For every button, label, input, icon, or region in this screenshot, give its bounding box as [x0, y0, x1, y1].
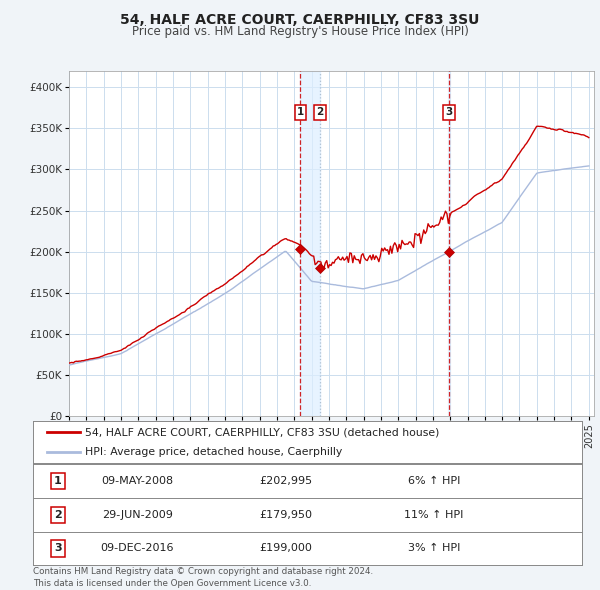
Text: 2: 2 [316, 107, 323, 117]
Text: 1: 1 [297, 107, 304, 117]
Text: 1: 1 [54, 476, 62, 486]
Text: 54, HALF ACRE COURT, CAERPHILLY, CF83 3SU: 54, HALF ACRE COURT, CAERPHILLY, CF83 3S… [121, 13, 479, 27]
Text: 3: 3 [54, 543, 62, 553]
Text: £179,950: £179,950 [259, 510, 312, 520]
Text: This data is licensed under the Open Government Licence v3.0.: This data is licensed under the Open Gov… [33, 579, 311, 588]
Text: Contains HM Land Registry data © Crown copyright and database right 2024.: Contains HM Land Registry data © Crown c… [33, 567, 373, 576]
Text: 3% ↑ HPI: 3% ↑ HPI [407, 543, 460, 553]
Text: 54, HALF ACRE COURT, CAERPHILLY, CF83 3SU (detached house): 54, HALF ACRE COURT, CAERPHILLY, CF83 3S… [85, 427, 440, 437]
Text: 29-JUN-2009: 29-JUN-2009 [102, 510, 173, 520]
Text: HPI: Average price, detached house, Caerphilly: HPI: Average price, detached house, Caer… [85, 447, 343, 457]
Text: 3: 3 [446, 107, 453, 117]
Text: 09-DEC-2016: 09-DEC-2016 [101, 543, 174, 553]
Text: 11% ↑ HPI: 11% ↑ HPI [404, 510, 463, 520]
Text: 6% ↑ HPI: 6% ↑ HPI [407, 476, 460, 486]
Text: 09-MAY-2008: 09-MAY-2008 [101, 476, 173, 486]
Text: Price paid vs. HM Land Registry's House Price Index (HPI): Price paid vs. HM Land Registry's House … [131, 25, 469, 38]
Text: 2: 2 [54, 510, 62, 520]
Text: £199,000: £199,000 [259, 543, 312, 553]
Bar [301, 71, 320, 416]
Text: £202,995: £202,995 [259, 476, 312, 486]
Bar [448, 71, 450, 416]
